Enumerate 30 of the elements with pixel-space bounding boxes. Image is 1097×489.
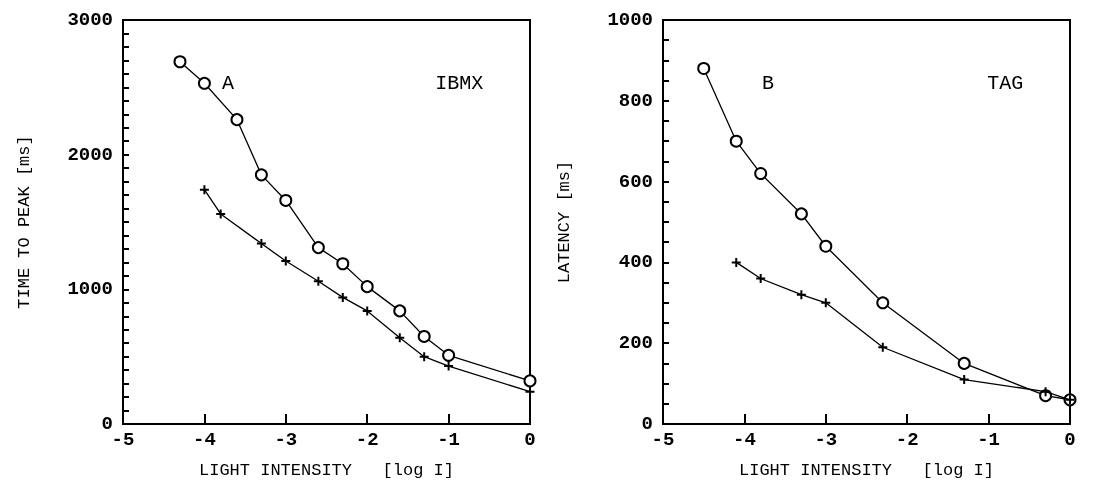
x-tick-label: -1 — [437, 428, 461, 451]
x-tick-label: 0 — [1064, 428, 1076, 451]
annotation: A — [222, 71, 235, 95]
y-tick-label: 800 — [618, 89, 653, 112]
x-tick-label: 0 — [524, 428, 536, 451]
x-tick-label: -2 — [895, 428, 919, 451]
y-axis-title: LATENCY [ms] — [555, 160, 574, 284]
x-tick-label: -5 — [111, 428, 135, 451]
x-tick-label: -5 — [651, 428, 675, 451]
x-tick-label: -3 — [274, 428, 298, 451]
y-tick-label: 200 — [618, 332, 653, 355]
y-tick-label: 3000 — [67, 9, 113, 31]
x-axis-title: LIGHT INTENSITY [log I] — [738, 461, 995, 480]
annotation: B — [762, 71, 775, 95]
y-tick-label: 0 — [641, 413, 653, 435]
x-axis-title: LIGHT INTENSITY [log I] — [198, 461, 455, 480]
x-tick-label: -4 — [192, 428, 216, 451]
x-tick-label: -3 — [814, 428, 838, 451]
y-tick-label: 600 — [618, 170, 653, 193]
annotation: TAG — [987, 71, 1024, 95]
y-tick-label: 2000 — [67, 143, 113, 166]
y-axis-title: TIME TO PEAK [ms] — [15, 135, 34, 309]
y-tick-label: 0 — [101, 413, 113, 435]
y-tick-label: 400 — [618, 251, 653, 274]
annotation: IBMX — [435, 71, 484, 95]
y-tick-label: 1000 — [607, 9, 653, 31]
x-tick-label: -4 — [732, 428, 756, 451]
x-tick-label: -1 — [977, 428, 1001, 451]
y-tick-label: 1000 — [67, 278, 113, 301]
x-tick-label: -2 — [355, 428, 379, 451]
